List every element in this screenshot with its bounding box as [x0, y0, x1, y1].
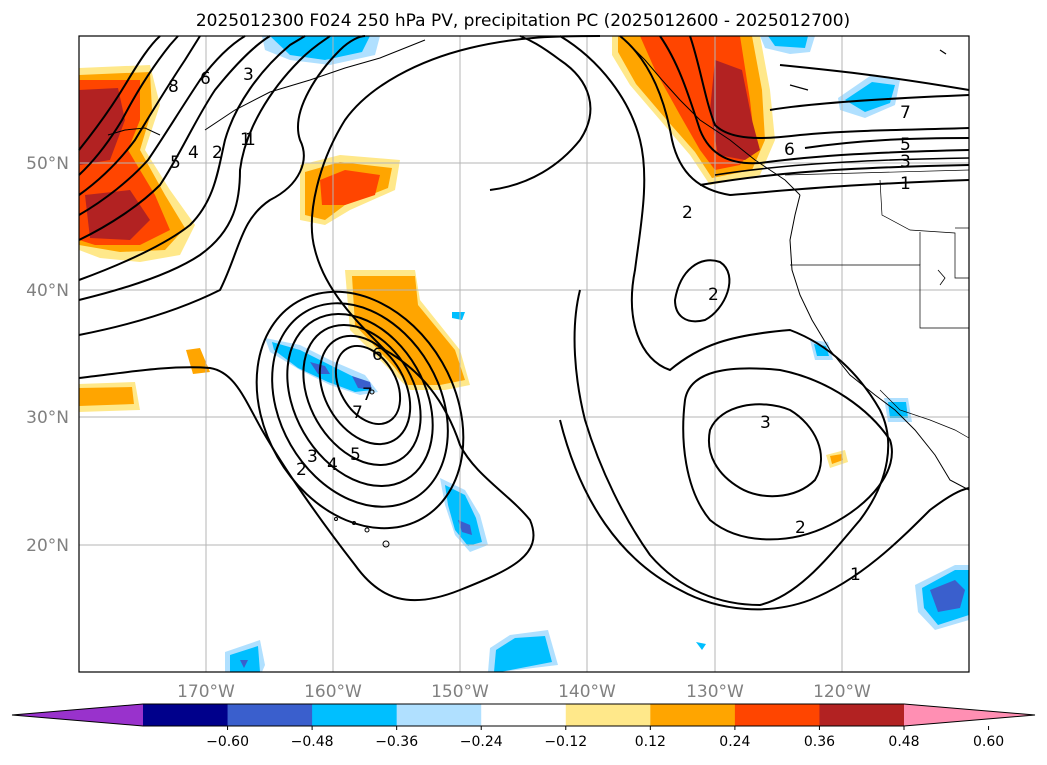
contour-label: 4 [188, 143, 199, 163]
contour-label: 3 [243, 65, 254, 85]
colorbar-tick-label: −0.48 [291, 734, 334, 750]
colorbar-segment [734, 704, 820, 726]
colorbar-tick-label: 0.24 [719, 734, 750, 750]
lon-label: 150°W [431, 682, 489, 702]
contour-label: 3 [307, 447, 318, 467]
contour-label: 5 [900, 135, 911, 155]
colorbar: −0.60 −0.48 −0.36 −0.24 −0.12 0.12 0.24 0.36 0.4… [11, 703, 1036, 750]
map-background [79, 36, 969, 672]
colorbar-segment [227, 704, 313, 726]
contour-label: 5 [350, 445, 361, 465]
colorbar-extend-high [904, 704, 1035, 726]
contour-label: 1 [245, 130, 256, 150]
lat-label: 40°N [26, 281, 69, 301]
colorbar-tick-label: −0.36 [375, 734, 418, 750]
lon-label: 160°W [304, 682, 362, 702]
colorbar-segment [396, 704, 482, 726]
pv-contour-labels: 8 6 3 1 5 4 2 1 6 7 2 3 4 5 7 2 2 3 6 7 … [168, 65, 911, 585]
lon-label: 140°W [558, 682, 616, 702]
figure-title: 2025012300 F024 250 hPa PV, precipitatio… [196, 11, 850, 31]
lat-label: 50°N [26, 154, 69, 174]
lon-label: 130°W [686, 682, 744, 702]
pv-contours [78, 35, 970, 611]
contour-label: 1 [900, 174, 911, 194]
map-panel: 8 6 3 1 5 4 2 1 6 7 2 3 4 5 7 2 2 3 6 7 … [78, 35, 970, 673]
colorbar-segment [481, 704, 567, 726]
lat-label: 30°N [26, 408, 69, 428]
latitude-labels: 50°N 40°N 30°N 20°N [26, 154, 69, 556]
contour-label: 5 [170, 153, 181, 173]
contour-label: 3 [760, 413, 771, 433]
contour-label: 1 [240, 130, 251, 150]
colorbar-segment [143, 704, 229, 726]
contour-label: 2 [212, 143, 223, 163]
contour-label: 6 [784, 140, 795, 160]
colorbar-outline [11, 703, 1036, 727]
colorbar-segment [819, 704, 905, 726]
colorbar-tick-label: 0.36 [804, 734, 835, 750]
contour-label: 2 [708, 285, 719, 305]
longitude-labels: 170°W 160°W 150°W 140°W 130°W 120°W [177, 682, 871, 702]
colorbar-segment [312, 704, 398, 726]
lat-label: 20°N [26, 536, 69, 556]
contour-label: 7 [900, 103, 911, 123]
colorbar-tick-label: 0.12 [635, 734, 666, 750]
contour-label: 2 [795, 518, 806, 538]
contour-label: 2 [682, 203, 693, 223]
contour-label: 7 [362, 385, 373, 405]
contour-label: 3 [900, 152, 911, 172]
gridlines [79, 36, 969, 672]
contour-label: 8 [168, 77, 179, 97]
contour-label: 6 [200, 69, 211, 89]
lon-label: 120°W [813, 682, 871, 702]
contour-label: 4 [327, 455, 338, 475]
contour-label: 7 [352, 403, 363, 423]
contour-label: 6 [372, 345, 383, 365]
colorbar-tick-label: −0.60 [206, 734, 249, 750]
lon-label: 170°W [177, 682, 235, 702]
contour-label: 2 [296, 460, 307, 480]
colorbar-tick-label: −0.24 [460, 734, 503, 750]
colorbar-tick-label: −0.12 [544, 734, 587, 750]
colorbar-extend-low [12, 704, 143, 726]
colorbar-segment [565, 704, 651, 726]
contour-label: 1 [850, 565, 861, 585]
map-frame [78, 35, 970, 673]
colorbar-tick-label: 0.60 [973, 734, 1004, 750]
colorbar-segment [650, 704, 736, 726]
colorbar-tick-label: 0.48 [888, 734, 919, 750]
coastlines [107, 39, 970, 548]
